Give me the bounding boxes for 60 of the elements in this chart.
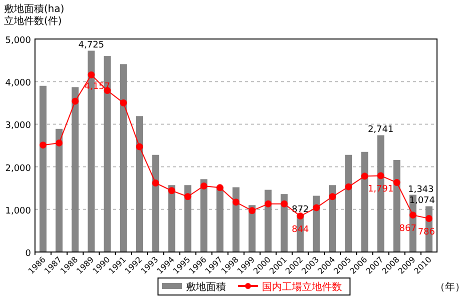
point [40,142,47,149]
data-label: 867 [399,224,416,234]
bar [345,154,352,252]
data-label: 1,343 [408,184,434,195]
data-label: 786 [418,228,436,238]
point [248,207,256,214]
bar [152,154,160,252]
text: （年） [435,281,465,293]
y-tick-label: 5,000 [5,36,32,46]
point [120,99,127,106]
point [264,200,272,208]
y-tick-label: 2,000 [5,164,32,174]
bar [168,185,176,252]
y-tick-label: 3,000 [5,121,32,132]
legend-label: 国内工場立地件数 [262,281,342,293]
bar [136,116,144,252]
bar [393,160,400,252]
data-label: 844 [292,225,310,236]
point [216,184,224,192]
y-tick-label: 1,000 [5,206,32,216]
point [328,193,336,200]
y-tick-label: 4,000 [5,78,32,89]
bar [184,185,192,252]
point [88,71,95,78]
point [200,182,208,190]
point [280,200,288,208]
data-label: 872 [292,204,309,215]
point [425,215,432,222]
point [393,179,400,186]
point [72,98,79,105]
point [345,183,352,190]
bar [361,152,368,252]
point [296,212,304,220]
bar [312,196,320,252]
bar [232,187,240,252]
point [361,172,368,180]
bar [40,86,47,252]
data-label: 4,725 [78,40,104,51]
point [312,204,320,212]
point [56,139,63,146]
bar [72,87,79,252]
bar [264,190,272,252]
bar [120,64,127,252]
legend-label: 敷地面積 [186,281,226,293]
point [136,143,144,150]
bar [56,128,63,252]
point [152,179,160,186]
data-label: 1,791 [368,184,394,195]
y-axis-title: 敷地面積(ha) 立地件数(件) [4,3,64,27]
bar [328,185,336,252]
point [377,172,384,180]
point [184,193,192,200]
bar [200,179,208,252]
point [409,212,416,219]
y-tick-label: 0 [25,249,32,259]
bar [216,186,224,252]
point [232,198,240,206]
point [168,187,176,194]
data-label: 2,741 [368,125,394,136]
data-label: 1,074 [409,196,436,206]
